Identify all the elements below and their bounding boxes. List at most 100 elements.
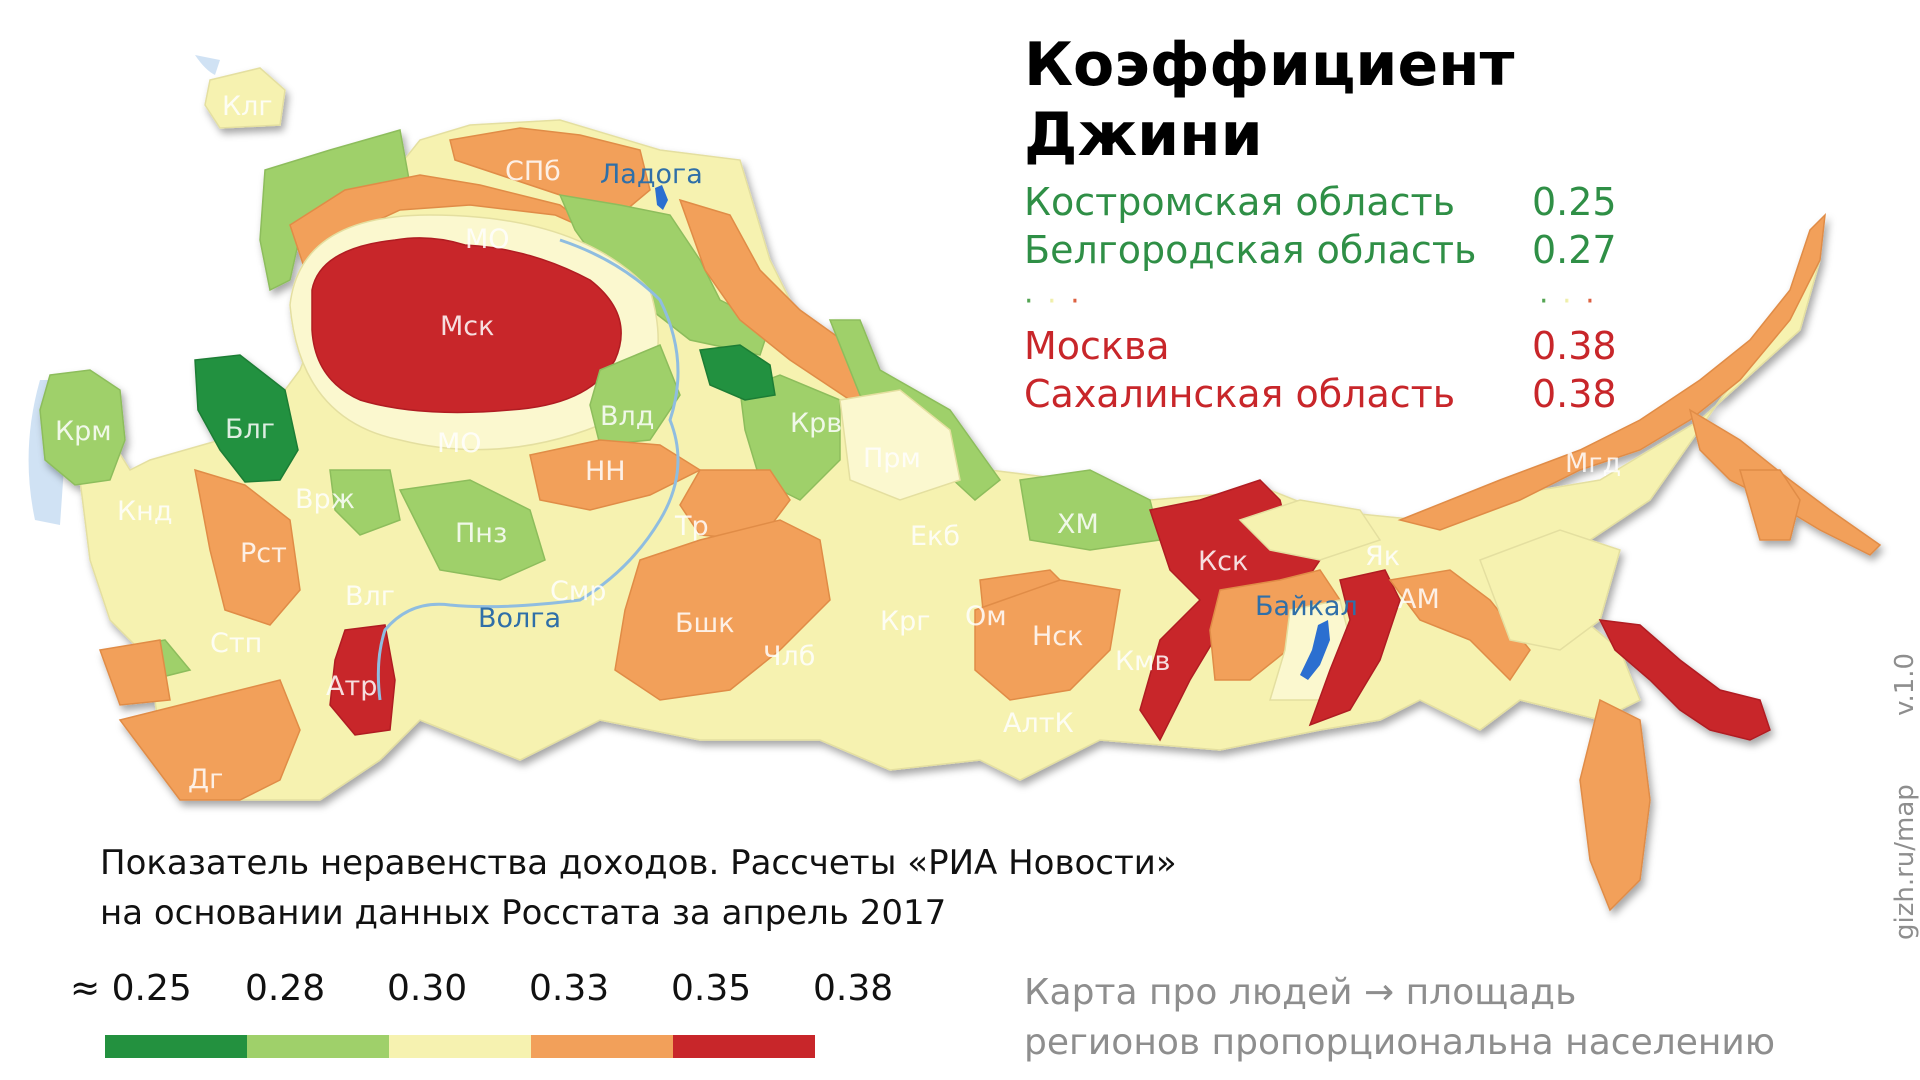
map-description: Показатель неравенства доходов. Рассчеты… <box>100 838 1177 938</box>
highlight-name: Белгородская область <box>1024 228 1477 272</box>
region-label-tr: Тр <box>674 511 709 542</box>
highlight-value: 0.25 <box>1532 180 1617 224</box>
highlight-row: Белгородская область 0.27 <box>1024 226 1624 274</box>
region-label-om: Ом <box>965 601 1007 632</box>
region-kirov-green <box>739 374 841 501</box>
region-label-pnz: Пнз <box>455 518 507 549</box>
region-perm <box>839 389 961 501</box>
highlight-row: Москва 0.38 <box>1024 322 1624 370</box>
region-label-mo-top: МО <box>465 224 510 255</box>
region-label-mgd: Мгд <box>1565 448 1621 479</box>
region-label-nsk: Нск <box>1032 621 1083 652</box>
legend-tick: 0.35 <box>671 968 752 1009</box>
note-line-1: Карта про людей → площадь <box>1024 968 1775 1018</box>
highlight-value: 0.27 <box>1532 228 1617 272</box>
description-line-1: Показатель неравенства доходов. Рассчеты… <box>100 843 1177 883</box>
region-amur <box>1388 569 1531 682</box>
region-rostov <box>194 468 301 626</box>
ellipsis-dots: · · · <box>1024 284 1082 319</box>
region-label-blg: Блг <box>225 414 275 445</box>
source-side-note: gizh.ru/map v.1.0 <box>1890 653 1920 940</box>
legend-swatch <box>247 1035 389 1058</box>
ladoga-lake <box>655 185 668 210</box>
region-kaliningrad <box>204 67 286 129</box>
region-sakhalin <box>1598 619 1771 741</box>
water-label-ladoga: Ладога <box>600 159 703 190</box>
region-label-krv: Крв <box>790 408 842 439</box>
highlight-list: Костромская область 0.25 Белгородская об… <box>1024 178 1624 418</box>
note-line-2: регионов пропорциональна населению <box>1024 1022 1776 1063</box>
region-vladimir-green <box>589 344 681 446</box>
water-label-baikal: Байкал <box>1255 591 1358 622</box>
region-label-altk: АлтК <box>1003 708 1074 739</box>
region-label-vrzh: Врж <box>295 484 355 515</box>
ellipsis-dots: · · · <box>1539 284 1597 319</box>
region-dagestan <box>118 679 301 801</box>
title-line-2: Джини <box>1024 100 1263 170</box>
region-south-orange <box>98 639 171 706</box>
region-label-mo-bottom: МО <box>437 428 482 459</box>
region-label-nn: НН <box>585 456 626 487</box>
legend-tick: 0.38 <box>813 968 894 1009</box>
region-label-krm: Крм <box>55 416 112 447</box>
region-label-klg: Клг <box>222 91 273 122</box>
region-bashkortostan <box>614 519 831 701</box>
region-crimea <box>39 369 126 486</box>
region-label-smr: Смр <box>550 576 606 607</box>
region-novosibirsk <box>974 579 1121 701</box>
highlight-name: Сахалинская область <box>1024 372 1456 416</box>
region-chukotka <box>1739 469 1801 541</box>
legend-tick: 0.28 <box>245 968 326 1009</box>
region-label-chlb: Члб <box>763 641 815 672</box>
region-label-yak: Як <box>1365 541 1400 572</box>
highlight-name: Костромская область <box>1024 180 1456 224</box>
region-label-prm: Прм <box>863 443 921 474</box>
version-label: v.1.0 <box>1890 652 1920 716</box>
region-label-khm: ХМ <box>1057 509 1099 540</box>
legend-swatch <box>531 1035 673 1058</box>
region-label-kmv: Кмв <box>1115 646 1170 677</box>
region-label-ekb: Екб <box>910 521 960 552</box>
ellipsis-separator: · · · · · · <box>1024 274 1624 322</box>
region-primorye <box>1579 698 1651 912</box>
region-label-brn: Брн <box>210 256 263 287</box>
region-label-vld: Влд <box>600 401 654 432</box>
legend-swatch <box>389 1035 531 1058</box>
highlight-row: Костромская область 0.25 <box>1024 178 1624 226</box>
region-voronezh-green <box>329 469 401 536</box>
highlight-name: Москва <box>1024 324 1170 368</box>
region-spb <box>449 127 651 216</box>
description-line-2: на основании данных Росстата за апрель 2… <box>100 893 947 933</box>
region-label-knd: Кнд <box>117 496 173 527</box>
region-label-bshk: Бшк <box>675 608 735 639</box>
arrow-right-icon: → <box>1364 972 1395 1013</box>
cartogram-note: Карта про людей → площадь регионов пропо… <box>1024 968 1775 1068</box>
sea-shading <box>195 55 220 75</box>
region-label-krg: Крг <box>880 606 931 637</box>
highlight-value: 0.38 <box>1532 372 1617 416</box>
volga-river <box>376 238 680 701</box>
baikal-lake <box>1300 620 1330 680</box>
region-yakutia <box>1397 212 1826 531</box>
region-label-spb: СПб <box>505 156 561 187</box>
legend-swatch <box>105 1035 247 1058</box>
region-label-atr: Атр <box>326 671 377 702</box>
region-label-rst: Рст <box>240 538 287 569</box>
region-moscow <box>311 237 622 414</box>
region-belgorod <box>194 354 299 483</box>
legend-color-bar <box>105 1035 815 1058</box>
note-text: площадь <box>1405 972 1577 1013</box>
note-text: Карта про людей <box>1024 972 1353 1013</box>
legend-tick: ≈ 0.25 <box>70 968 192 1009</box>
map-title: Коэффициент Джини <box>1024 30 1514 170</box>
region-label-am: АМ <box>1398 584 1440 615</box>
highlight-value: 0.38 <box>1532 324 1617 368</box>
region-label-dg: Дг <box>188 764 223 795</box>
region-yanao <box>1238 499 1382 561</box>
region-label-vlg: Влг <box>345 581 395 612</box>
legend-tick: 0.30 <box>387 968 468 1009</box>
region-label-msk: Мск <box>440 311 494 342</box>
legend-tick: 0.33 <box>529 968 610 1009</box>
highlight-row: Сахалинская область 0.38 <box>1024 370 1624 418</box>
